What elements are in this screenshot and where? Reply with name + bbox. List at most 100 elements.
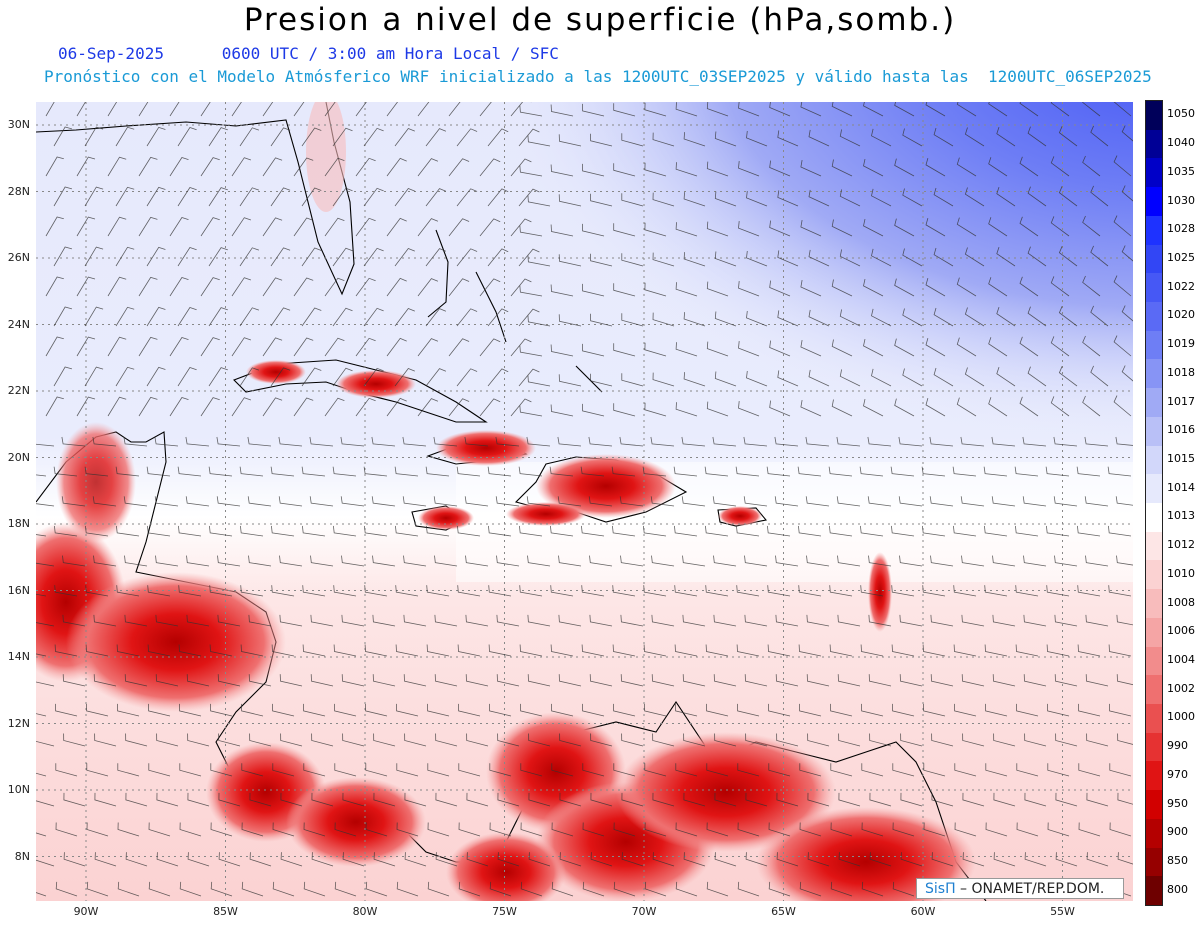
wind-barb — [293, 217, 314, 237]
wind-barb — [107, 216, 127, 237]
wind-barb — [652, 372, 675, 387]
colorbar-label: 990 — [1167, 739, 1188, 753]
wind-barb — [1055, 733, 1078, 747]
wind-barb — [706, 881, 729, 897]
wind-barb — [988, 102, 1008, 117]
wind-barb — [992, 614, 1016, 627]
wind-barb — [240, 644, 264, 657]
wind-barb — [953, 644, 977, 657]
wind-barb — [899, 555, 923, 567]
wind-barb — [956, 277, 977, 297]
wind-barb — [272, 822, 295, 837]
wind-barb — [902, 248, 923, 267]
wind-barb — [996, 126, 1016, 147]
colorbar-segment — [1146, 560, 1162, 590]
wind-barb — [427, 881, 450, 897]
wind-barb — [996, 366, 1016, 387]
wind-barb — [177, 187, 197, 207]
wind-barb — [714, 852, 737, 867]
wind-barb — [417, 278, 439, 297]
wind-barb — [272, 703, 295, 717]
wind-barb — [769, 102, 791, 117]
wind-barb — [993, 733, 1016, 747]
wind-barb — [1019, 396, 1039, 417]
wind-barb — [45, 216, 64, 237]
wind-barb — [1050, 216, 1070, 237]
wind-barb — [837, 555, 861, 567]
wind-barb — [871, 308, 892, 327]
wind-barb — [457, 585, 481, 597]
colorbar-segment — [1146, 732, 1162, 762]
wind-barb — [1047, 703, 1070, 717]
wind-barb — [1078, 763, 1101, 777]
wind-barb — [929, 436, 954, 447]
wind-barb — [394, 188, 415, 207]
colorbar-segment — [1146, 244, 1162, 274]
colorbar-segment — [1146, 445, 1162, 475]
wind-barb — [984, 525, 1008, 537]
wind-barb — [863, 339, 884, 357]
wind-barb — [777, 130, 799, 147]
wind-barb — [713, 674, 737, 687]
wind-barb — [558, 254, 582, 267]
wind-barb — [76, 156, 96, 177]
wind-barb — [892, 763, 915, 777]
wind-barb — [36, 474, 47, 477]
wind-barb — [808, 369, 830, 387]
wind-barb — [800, 102, 822, 117]
colorbar-label: 1000 — [1167, 710, 1195, 724]
wind-barb — [117, 763, 140, 777]
wind-barb — [892, 703, 915, 717]
wind-barb — [138, 216, 158, 237]
wind-barb — [138, 396, 158, 417]
wind-barb — [394, 248, 415, 267]
wind-barb — [619, 436, 644, 447]
wind-barb — [798, 585, 822, 597]
wind-barb — [550, 585, 574, 597]
wind-barb — [147, 525, 171, 537]
wind-barb — [394, 308, 415, 327]
wind-barb — [930, 674, 954, 687]
wind-barb — [745, 852, 768, 867]
wind-barb — [558, 674, 582, 687]
wind-barb — [177, 466, 202, 477]
wind-barb — [706, 281, 729, 297]
wind-barb — [510, 398, 532, 417]
wind-barb — [960, 436, 985, 447]
wind-barb — [487, 188, 509, 207]
wind-barb — [673, 466, 698, 477]
wind-barb — [831, 339, 853, 357]
wind-barb — [769, 340, 791, 357]
wind-barb — [425, 188, 447, 207]
wind-barb — [208, 367, 228, 387]
wind-barb — [417, 338, 439, 357]
wind-barb — [988, 337, 1008, 357]
wind-barb — [169, 337, 189, 357]
wind-barb — [456, 368, 478, 387]
wind-barb — [996, 306, 1016, 327]
wind-barb — [590, 733, 613, 747]
wind-barb — [247, 496, 272, 507]
wind-barb — [332, 187, 353, 207]
wind-barb — [115, 366, 135, 387]
wind-barb — [179, 881, 202, 897]
wind-barb — [900, 733, 923, 747]
wind-barb — [837, 674, 861, 687]
wind-barb — [1058, 366, 1078, 387]
wind-barb — [1108, 525, 1132, 537]
wind-barb — [293, 157, 314, 177]
wind-barb — [1050, 336, 1070, 357]
wind-barb — [954, 703, 977, 717]
colorbar-label: 950 — [1167, 796, 1188, 810]
wind-barb — [333, 585, 357, 597]
wind-barb — [925, 337, 946, 357]
wind-barb — [800, 340, 822, 357]
wind-barb — [510, 278, 532, 297]
wind-barb — [146, 366, 166, 387]
wind-barb — [309, 496, 334, 507]
colorbar-segment — [1146, 503, 1162, 533]
wind-barb — [558, 134, 582, 147]
wind-barb — [838, 733, 861, 747]
wind-barb — [138, 102, 149, 117]
wind-barb — [961, 555, 985, 567]
